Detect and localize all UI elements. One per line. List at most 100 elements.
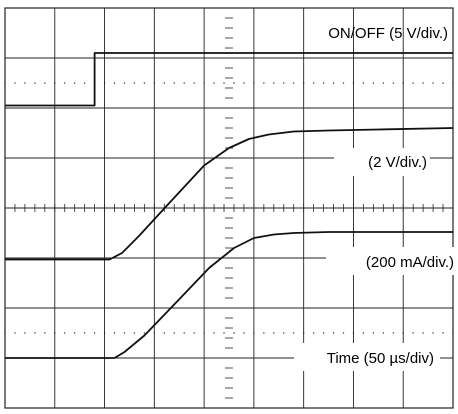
dot-row1-18	[183, 332, 185, 334]
dot-row1-14	[143, 332, 145, 334]
dot-row0-16	[163, 82, 165, 84]
dot-row1-40	[402, 332, 404, 334]
dot-row0-23	[233, 82, 235, 84]
trace-onoff	[5, 52, 453, 107]
dot-row1-38	[382, 332, 384, 334]
dot-row1-45	[452, 332, 454, 334]
dot-row0-6	[64, 82, 66, 84]
dot-row1-21	[213, 332, 215, 334]
dot-row1-43	[432, 332, 434, 334]
dot-row0-30	[303, 82, 305, 84]
traces	[5, 52, 454, 359]
dot-row1-16	[163, 332, 165, 334]
dot-row0-27	[273, 82, 275, 84]
dot-row0-14	[143, 82, 145, 84]
dot-row0-35	[352, 82, 355, 84]
dot-row0-34	[342, 82, 345, 84]
dot-row1-36	[362, 332, 364, 334]
trace-current	[5, 231, 453, 359]
dot-row0-36	[362, 82, 364, 84]
dot-row1-10	[103, 332, 106, 334]
dot-row0-22	[223, 82, 225, 84]
dot-row0-21	[213, 82, 215, 84]
channel-labels: ON/OFF (5 V/div.) (2 V/div.) (200 mA/div…	[294, 25, 455, 371]
dot-row0-37	[372, 82, 374, 84]
dot-row0-25	[253, 82, 255, 84]
dot-row1-39	[392, 332, 394, 334]
dot-row0-20	[203, 82, 205, 84]
dot-row1-37	[372, 332, 374, 334]
dot-row0-2	[24, 82, 26, 84]
dot-row0-38	[382, 82, 384, 84]
dot-row1-17	[173, 332, 175, 334]
dot-row0-0	[4, 82, 6, 84]
dot-row1-27	[273, 332, 275, 334]
dot-row1-29	[293, 332, 295, 334]
dot-row0-44	[442, 82, 444, 84]
dot-row0-18	[183, 82, 185, 84]
dot-row1-33	[332, 332, 335, 334]
dot-row1-25	[253, 332, 255, 334]
dot-row0-24	[243, 82, 245, 84]
dot-row0-11	[113, 82, 116, 84]
dot-row0-39	[392, 82, 394, 84]
dot-row1-7	[74, 332, 76, 334]
dot-row0-29	[293, 82, 295, 84]
dot-row0-10	[103, 82, 106, 84]
label-current: (200 mA/div.)	[366, 254, 454, 271]
dot-row0-8	[84, 82, 86, 84]
dot-row1-26	[263, 332, 265, 334]
dot-row1-13	[133, 332, 136, 334]
dot-row1-4	[44, 332, 46, 334]
dot-row1-12	[123, 332, 126, 334]
dot-row0-17	[173, 82, 175, 84]
dot-row1-2	[24, 332, 26, 334]
dot-row0-43	[432, 82, 434, 84]
dot-row0-40	[402, 82, 404, 84]
dot-row1-11	[113, 332, 116, 334]
dot-row0-12	[123, 82, 126, 84]
dot-row0-31	[313, 82, 315, 84]
dot-row1-0	[4, 332, 6, 334]
dot-row1-8	[84, 332, 86, 334]
dot-row1-44	[442, 332, 444, 334]
dot-row1-5	[54, 332, 56, 334]
label-voltage: (2 V/div.)	[368, 154, 427, 171]
dot-row1-20	[203, 332, 205, 334]
dot-row0-19	[193, 82, 195, 84]
dot-row1-42	[422, 332, 424, 334]
dot-row1-9	[94, 332, 96, 334]
dot-row1-30	[303, 332, 305, 334]
label-onoff: ON/OFF (5 V/div.)	[328, 25, 448, 42]
dot-row1-22	[223, 332, 225, 334]
dot-row0-26	[263, 82, 265, 84]
dot-row0-4	[44, 82, 46, 84]
label-time: Time (50 µs/div)	[327, 350, 434, 367]
dot-row1-23	[233, 332, 235, 334]
dot-row1-6	[64, 332, 66, 334]
dot-row0-15	[153, 82, 155, 84]
dot-row0-41	[412, 82, 414, 84]
label-time-bg	[294, 343, 440, 371]
dot-row1-3	[34, 332, 36, 334]
dot-row1-19	[193, 332, 195, 334]
trace-voltage	[5, 127, 454, 261]
dot-row1-15	[153, 332, 155, 334]
dot-row1-24	[243, 332, 245, 334]
dot-row1-32	[322, 332, 325, 334]
dot-row0-3	[34, 82, 36, 84]
dot-row0-1	[14, 82, 16, 84]
dot-row0-33	[332, 82, 335, 84]
dot-row0-13	[133, 82, 136, 84]
dot-row1-31	[313, 332, 315, 334]
dot-row0-5	[54, 82, 56, 84]
dot-row0-42	[422, 82, 424, 84]
label-voltage-bg	[334, 148, 430, 176]
dot-row0-28	[283, 82, 285, 84]
dot-row0-45	[452, 82, 454, 84]
dot-row1-34	[342, 332, 345, 334]
dot-row1-35	[352, 332, 355, 334]
dot-row0-32	[322, 82, 325, 84]
